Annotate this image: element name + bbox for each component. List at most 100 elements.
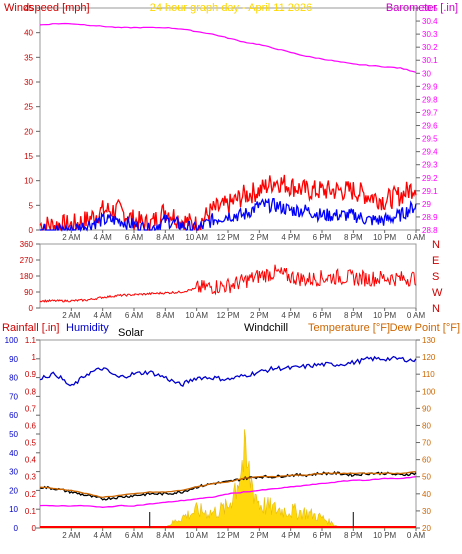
bottom-x-label: 6 PM	[313, 531, 332, 540]
dir-x-label: 0 AM	[407, 311, 426, 320]
wind-average-line	[40, 198, 417, 233]
temp-y-label: 120	[422, 353, 436, 362]
baro-y-label: 30.5	[422, 4, 438, 13]
baro-y-label: 29	[422, 200, 431, 209]
rain-y-label: 0.3	[25, 473, 37, 482]
dir-y-label: 0	[29, 304, 34, 313]
dewpoint-line	[39, 476, 417, 508]
wind-y-label: 15	[24, 152, 33, 161]
humidity-line	[39, 355, 417, 387]
bottom-panel-frame	[39, 339, 417, 529]
compass-label: W	[432, 287, 443, 299]
compass-label: E	[432, 255, 439, 267]
wind-x-label: 12 PM	[216, 233, 239, 242]
wind-x-label: 4 AM	[94, 233, 113, 242]
bottom-x-label: 8 PM	[344, 531, 363, 540]
rain-y-label: 0.8	[25, 387, 37, 396]
wind-x-label: 10 PM	[373, 233, 396, 242]
dir-x-label: 6 AM	[125, 311, 144, 320]
baro-y-label: 29.4	[422, 148, 438, 157]
bottom-x-label: 2 PM	[250, 531, 269, 540]
humidity-y-label: 40	[9, 449, 18, 458]
baro-y-label: 28.8	[422, 226, 438, 235]
baro-y-label: 29.6	[422, 122, 438, 131]
temperature-line	[39, 471, 417, 499]
wind-y-label: 45	[24, 4, 33, 13]
baro-y-label: 30.4	[422, 17, 438, 26]
dir-x-label: 6 PM	[313, 311, 332, 320]
dir-x-label: 2 AM	[62, 311, 81, 320]
wind-y-label: 0	[29, 226, 34, 235]
tick-labels: 2 AM 4 AM 6 AM 8 AM 10 AM 12 PM 2 PM 4 PM 6 PM 8 …	[5, 4, 443, 540]
temp-y-label: 20	[422, 524, 431, 533]
bottom-x-label: 8 AM	[156, 531, 175, 540]
wind-y-label: 25	[24, 103, 33, 112]
compass-label: N	[432, 239, 440, 251]
wind-y-label: 10	[24, 177, 33, 186]
dir-x-label: 4 PM	[281, 311, 300, 320]
bottom-x-label: 10 AM	[185, 531, 208, 540]
rain-axis-title: Rainfall [.in]	[2, 322, 59, 334]
temp-y-label: 60	[422, 456, 431, 465]
dir-x-label: 10 PM	[373, 311, 396, 320]
baro-y-label: 29.9	[422, 82, 438, 91]
wind-y-label: 30	[24, 78, 33, 87]
humidity-axis-title: Humidity	[66, 322, 109, 334]
wind-x-label: 10 AM	[185, 233, 208, 242]
humidity-y-label: 30	[9, 468, 18, 477]
baro-y-label: 30.1	[422, 56, 438, 65]
baro-y-label: 30.2	[422, 43, 438, 52]
humidity-y-label: 80	[9, 374, 18, 383]
dir-x-label: 4 AM	[94, 311, 113, 320]
wind-x-label: 8 AM	[156, 233, 175, 242]
wind-axis-title: Windspeed [mph]	[4, 2, 90, 14]
windchill-label: Windchill	[244, 322, 288, 334]
wind-x-label: 6 AM	[125, 233, 144, 242]
rain-y-label: 0	[32, 524, 37, 533]
bottom-x-label: 4 AM	[94, 531, 113, 540]
temp-y-label: 110	[422, 370, 435, 379]
humidity-y-label: 20	[9, 486, 18, 495]
wind-y-label: 35	[24, 53, 33, 62]
barometer-axis-title: Barometer [.in]	[386, 2, 458, 14]
dewpoint-axis-title: Dew Point [°F]	[390, 322, 460, 334]
rain-y-label: 0.9	[25, 370, 37, 379]
baro-y-label: 30.3	[422, 30, 438, 39]
dir-x-label: 12 PM	[216, 311, 239, 320]
wind-y-label: 40	[24, 29, 33, 38]
humidity-y-label: 90	[9, 355, 18, 364]
rain-y-label: 0.1	[25, 507, 37, 516]
bottom-x-label: 6 AM	[125, 531, 144, 540]
dir-x-label: 2 PM	[250, 311, 269, 320]
series-lines	[39, 22, 417, 528]
temp-y-label: 130	[422, 336, 436, 345]
baro-y-label: 29.2	[422, 174, 438, 183]
wind-x-label: 0 AM	[407, 233, 426, 242]
baro-y-label: 29.7	[422, 108, 438, 117]
dir-y-label: 90	[24, 288, 33, 297]
humidity-y-label: 60	[9, 411, 18, 420]
windchill-line	[39, 470, 417, 501]
dir-y-label: 360	[20, 240, 34, 249]
temp-y-label: 30	[422, 507, 431, 516]
wind-y-label: 20	[24, 127, 33, 136]
humidity-y-label: 100	[5, 336, 19, 345]
temp-y-label: 70	[422, 439, 431, 448]
dir-y-label: 180	[20, 272, 34, 281]
barometer-line	[39, 22, 417, 73]
wind-direction-line	[39, 264, 417, 303]
windspeed-line	[39, 174, 417, 232]
bottom-x-label: 2 AM	[62, 531, 81, 540]
rain-y-label: 1	[32, 353, 37, 362]
grid-lines	[36, 7, 420, 531]
dir-x-label: 8 PM	[344, 311, 363, 320]
baro-y-label: 29.8	[422, 95, 438, 104]
dir-y-label: 270	[20, 256, 34, 265]
humidity-y-label: 50	[9, 430, 18, 439]
wind-x-label: 8 PM	[344, 233, 363, 242]
compass-label: N	[432, 303, 440, 315]
wind-x-label: 2 AM	[62, 233, 81, 242]
temp-y-label: 100	[422, 387, 436, 396]
rain-y-label: 1.1	[25, 336, 37, 345]
